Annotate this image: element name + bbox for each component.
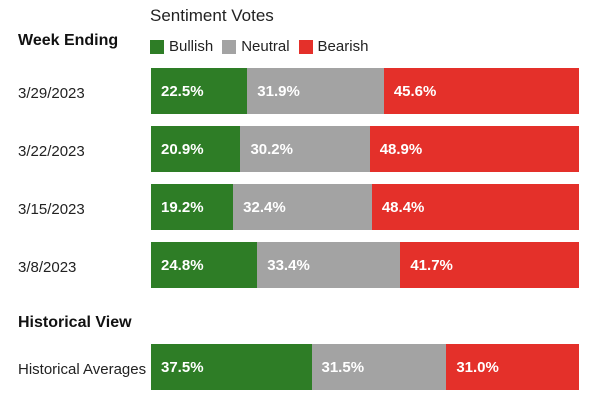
data-label-neutral: 33.4% [267,256,310,274]
data-label-bearish: 48.4% [381,198,425,216]
chart-title: Sentiment Votes [150,6,274,25]
row-label-3-29-2023: 3/29/2023 [18,85,85,102]
data-label-neutral: 31.9% [257,82,300,100]
week-ending-heading: Week Ending [18,32,119,49]
sentiment-bar-3-29-2023: 22.5% 31.9% 45.6% [151,68,579,114]
bar-segment-bearish: 45.6% [383,68,579,114]
data-label-bearish: 45.6% [393,82,437,100]
data-label-bearish: 48.9% [379,140,423,158]
data-label-neutral: 30.2% [250,140,293,158]
bar-segment-neutral: 30.2% [240,126,370,172]
data-label-bullish: 19.2% [161,198,204,216]
bar-segment-bearish: 48.4% [371,184,579,230]
legend-swatch-bullish [150,39,164,54]
row-label-3-22-2023: 3/22/2023 [18,143,85,160]
data-label-bearish: 31.0% [456,358,499,376]
row-label-3-8-2023: 3/8/2023 [18,259,77,276]
sentiment-bar-3-8-2023: 24.8% 33.4% 41.7% [151,242,579,288]
sentiment-bar-3-22-2023: 20.9% 30.2% 48.9% [151,126,579,172]
legend-swatch-bearish [298,39,313,54]
bar-segment-bullish: 22.5% [151,68,248,114]
bar-segment-neutral: 31.9% [247,68,384,114]
data-label-bullish: 37.5% [161,358,204,376]
bar-segment-bearish: 41.7% [400,242,579,288]
legend-label-bearish: Bearish [317,38,369,55]
row-label-historical-averages: Historical Averages [18,361,147,378]
bar-segment-bullish: 24.8% [151,242,258,288]
row-label-3-15-2023: 3/15/2023 [18,201,85,218]
bar-segment-bullish: 20.9% [151,126,241,172]
legend-item-bearish: Bearish [298,38,369,55]
legend-item-bullish: Bullish [150,38,213,55]
bar-segment-neutral: 31.5% [311,344,447,390]
bar-segment-neutral: 33.4% [257,242,401,288]
legend-swatch-neutral [222,39,237,54]
data-label-bullish: 24.8% [161,256,204,274]
legend: Bullish Neutral Bearish [150,38,377,55]
bar-segment-bullish: 37.5% [151,344,312,390]
data-label-bullish: 22.5% [161,82,204,100]
bar-segment-bullish: 19.2% [151,184,234,230]
bar-segment-bearish: 48.9% [369,126,579,172]
data-label-neutral: 31.5% [321,358,365,376]
legend-label-neutral: Neutral [241,38,290,55]
bar-segment-neutral: 32.4% [233,184,372,230]
data-label-bearish: 41.7% [410,256,453,274]
sentiment-bar-3-15-2023: 19.2% 32.4% 48.4% [151,184,579,230]
sentiment-bar-historical-averages: 37.5% 31.5% 31.0% [151,344,579,390]
legend-label-bullish: Bullish [169,38,214,55]
data-label-neutral: 32.4% [243,198,286,216]
legend-item-neutral: Neutral [222,38,290,55]
data-label-bullish: 20.9% [161,140,204,158]
bar-segment-bearish: 31.0% [446,344,579,390]
historical-view-heading: Historical View [18,314,132,331]
